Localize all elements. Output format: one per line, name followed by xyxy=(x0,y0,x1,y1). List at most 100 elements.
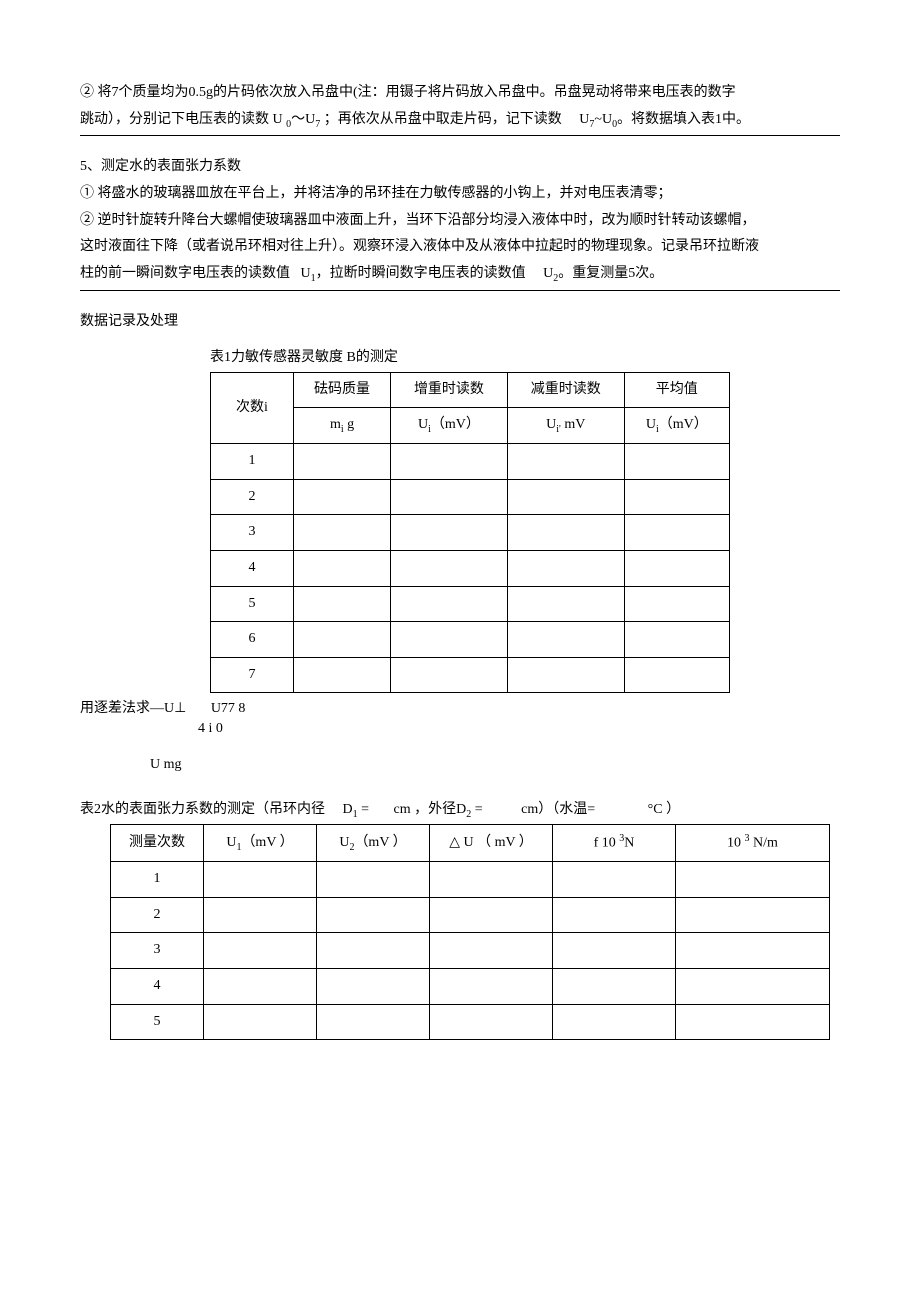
txt: °C ） xyxy=(648,802,680,817)
cell-empty xyxy=(624,657,729,693)
table-row: 1 xyxy=(211,444,730,480)
cell-empty xyxy=(391,657,508,693)
cell-empty xyxy=(317,862,430,898)
cell-empty xyxy=(430,968,553,1004)
cell-trial: 3 xyxy=(211,515,294,551)
txt: 。将数据填入表1中。 xyxy=(617,112,750,127)
col-f: f 10 3N xyxy=(553,824,676,861)
cell-empty xyxy=(294,479,391,515)
table1: 次数i 砝码质量 增重时读数 减重时读数 平均值 mi g Ui（mV） Ui'… xyxy=(210,372,730,694)
cell-trial: 6 xyxy=(211,622,294,658)
cell-empty xyxy=(624,550,729,586)
txt: f 10 xyxy=(594,836,620,851)
cell-empty xyxy=(553,933,676,969)
cell-empty xyxy=(430,862,553,898)
txt: （mV ） xyxy=(241,835,293,850)
txt: U xyxy=(546,417,556,432)
txt: m xyxy=(330,417,341,432)
cell-empty xyxy=(507,550,624,586)
table-row: 7 xyxy=(211,657,730,693)
txt: 表2水的表面张力系数的测定（吊环内径 xyxy=(80,802,325,817)
txt: U xyxy=(543,266,553,281)
col-du: △ U （ mV ） xyxy=(430,824,553,861)
txt: 用逐差法求—U⊥ xyxy=(80,701,186,716)
cell-empty xyxy=(624,622,729,658)
col-avg-h1: 平均值 xyxy=(624,372,729,408)
step-5-1: ① 将盛水的玻璃器皿放在平台上，并将洁净的吊环挂在力敏传感器的小钩上，并对电压表… xyxy=(80,181,840,208)
txt: cm ，外径D xyxy=(394,802,467,817)
cell-empty xyxy=(624,515,729,551)
txt: ～U xyxy=(291,112,315,127)
txt: ~U xyxy=(594,112,612,127)
cell-empty xyxy=(391,515,508,551)
cell-empty xyxy=(204,1004,317,1040)
cell-empty xyxy=(294,622,391,658)
txt: （mV） xyxy=(659,417,708,432)
cell-empty xyxy=(507,657,624,693)
txt: 跳动），分别记下电压表的读数 U xyxy=(80,112,286,127)
step-text-line2: 跳动），分别记下电压表的读数 U 0～U7 ；再依次从吊盘中取走片码，记下读数 … xyxy=(80,107,840,137)
cell-trial: 7 xyxy=(211,657,294,693)
cell-trial: 5 xyxy=(111,1004,204,1040)
cell-empty xyxy=(391,586,508,622)
col-incr-h2: Ui（mV） xyxy=(391,408,508,444)
cell-empty xyxy=(317,933,430,969)
txt: （mV ） xyxy=(354,835,406,850)
cell-empty xyxy=(294,550,391,586)
cell-empty xyxy=(624,586,729,622)
txt: U xyxy=(339,835,349,850)
cell-trial: 1 xyxy=(211,444,294,480)
txt: = xyxy=(358,802,369,817)
formula-1: 用逐差法求—U⊥ U77 8 4 i 0 xyxy=(80,699,840,738)
cell-empty xyxy=(676,1004,830,1040)
cell-empty xyxy=(204,968,317,1004)
table-row: 测量次数 U1（mV ） U2（mV ） △ U （ mV ） f 10 3N … xyxy=(111,824,830,861)
cell-empty xyxy=(391,622,508,658)
txt: N xyxy=(624,836,634,851)
table-row: 3 xyxy=(211,515,730,551)
cell-empty xyxy=(624,479,729,515)
section-5-title: 5、测定水的表面张力系数 xyxy=(80,154,840,181)
cell-trial: 4 xyxy=(111,968,204,1004)
cell-empty xyxy=(204,933,317,969)
cell-trial: 4 xyxy=(211,550,294,586)
cell-empty xyxy=(391,444,508,480)
step-5-2-line3: 柱的前一瞬间数字电压表的读数值 U1，拉断时瞬间数字电压表的读数值 U2。重复测… xyxy=(80,261,840,291)
txt: （mV） xyxy=(431,417,480,432)
cell-empty xyxy=(507,586,624,622)
col-incr-h1: 增重时读数 xyxy=(391,372,508,408)
cell-empty xyxy=(507,515,624,551)
txt: 柱的前一瞬间数字电压表的读数值 xyxy=(80,266,290,281)
txt: 。重复测量5次。 xyxy=(558,266,663,281)
txt: U xyxy=(579,112,589,127)
cell-empty xyxy=(430,897,553,933)
cell-empty xyxy=(507,444,624,480)
col-decr-h1: 减重时读数 xyxy=(507,372,624,408)
data-section-title: 数据记录及处理 xyxy=(80,309,840,336)
cell-empty xyxy=(676,968,830,1004)
txt: N/m xyxy=(750,836,778,851)
txt: = xyxy=(471,802,482,817)
cell-empty xyxy=(317,968,430,1004)
cell-empty xyxy=(317,897,430,933)
col-u2: U2（mV ） xyxy=(317,824,430,861)
cell-empty xyxy=(676,862,830,898)
col-trial: 测量次数 xyxy=(111,824,204,861)
table-row: 2 xyxy=(111,897,830,933)
txt: ；再依次从吊盘中取走片码，记下读数 xyxy=(320,112,562,127)
cell-empty xyxy=(391,479,508,515)
txt: U xyxy=(418,417,428,432)
table-row: 3 xyxy=(111,933,830,969)
table2: 测量次数 U1（mV ） U2（mV ） △ U （ mV ） f 10 3N … xyxy=(110,824,830,1040)
cell-empty xyxy=(391,550,508,586)
cell-trial: 1 xyxy=(111,862,204,898)
table-row: 5 xyxy=(111,1004,830,1040)
col-decr-h2: Ui' mV xyxy=(507,408,624,444)
table-row: 2 xyxy=(211,479,730,515)
cell-empty xyxy=(553,862,676,898)
table-row: 5 xyxy=(211,586,730,622)
cell-empty xyxy=(507,622,624,658)
step-text-line1: ② 将7个质量均为0.5g的片码依次放入吊盘中(注：用镊子将片码放入吊盘中。吊盘… xyxy=(80,80,840,107)
cell-empty xyxy=(204,862,317,898)
cell-trial: 2 xyxy=(111,897,204,933)
